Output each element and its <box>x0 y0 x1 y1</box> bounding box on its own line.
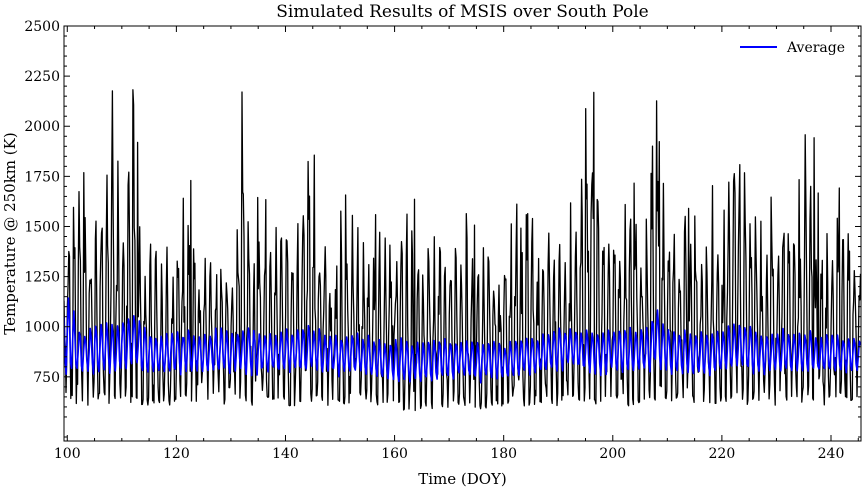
x-tick-label: 240 <box>818 446 845 462</box>
y-tick-label: 1250 <box>24 270 60 286</box>
y-tick-label: 2000 <box>24 119 60 135</box>
series-line-average <box>64 297 861 384</box>
x-axis-title: Time (DOY) <box>418 470 507 488</box>
x-axis: 100 120 140 160 180 200 220 240 <box>54 26 859 462</box>
series-line-temperature <box>64 89 861 412</box>
y-tick-label: 2250 <box>24 69 60 85</box>
y-tick-label: 2500 <box>24 19 60 35</box>
x-tick-label: 200 <box>599 446 626 462</box>
x-tick-label: 220 <box>709 446 736 462</box>
y-tick-label: 1500 <box>24 219 60 235</box>
chart-title: Simulated Results of MSIS over South Pol… <box>276 2 649 22</box>
x-tick-label: 120 <box>163 446 190 462</box>
x-tick-label: 140 <box>272 446 299 462</box>
y-tick-label: 1750 <box>24 169 60 185</box>
x-tick-label: 160 <box>381 446 408 462</box>
y-axis: 750 1000 1250 1500 1750 2000 2250 2500 <box>24 19 861 438</box>
legend: Average <box>740 40 845 56</box>
plot-frame <box>63 25 862 442</box>
y-tick-label: 1000 <box>24 320 60 336</box>
x-tick-label: 180 <box>490 446 517 462</box>
x-tick-label: 100 <box>54 446 81 462</box>
y-axis-title: Temperature @ 250km (K) <box>1 132 19 334</box>
y-tick-label: 750 <box>33 370 60 386</box>
plot-area <box>64 89 861 412</box>
legend-label-average: Average <box>786 40 845 56</box>
